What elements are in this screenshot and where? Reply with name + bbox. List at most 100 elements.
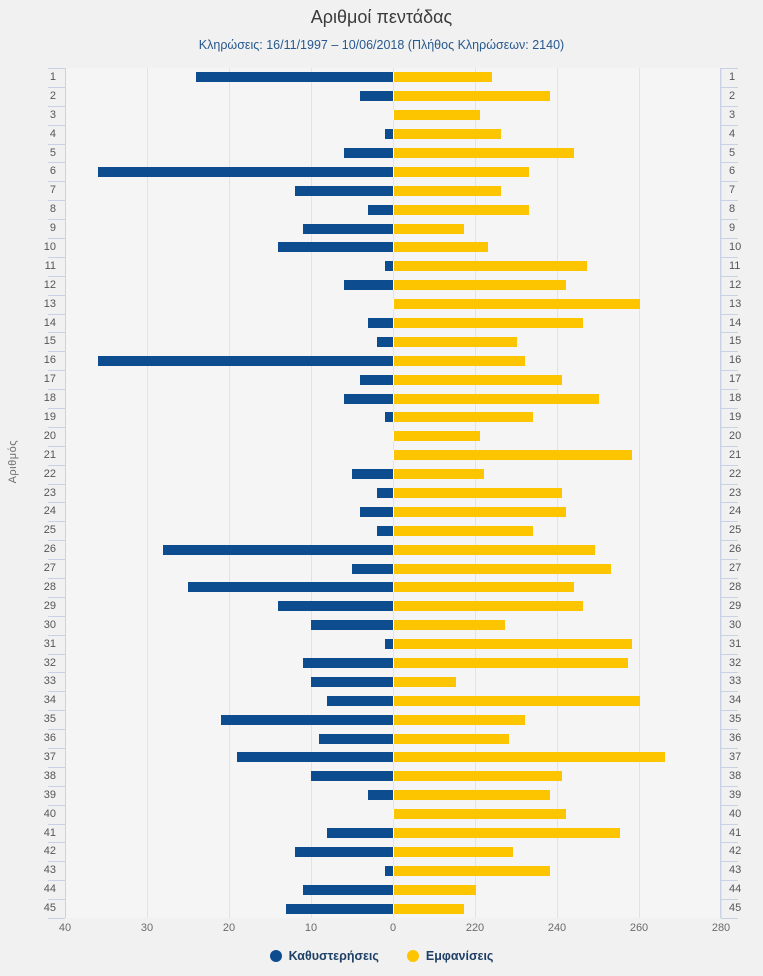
appearance-bar-3[interactable] (393, 110, 481, 120)
delay-bar-32[interactable] (302, 658, 393, 668)
delay-bar-28[interactable] (188, 582, 393, 592)
appearance-bar-10[interactable] (393, 242, 489, 252)
appearance-bar-21[interactable] (393, 450, 632, 460)
appearance-bar-44[interactable] (393, 885, 476, 895)
axis-line (65, 68, 66, 918)
delay-bar-36[interactable] (319, 734, 393, 744)
x-tick-label-0: 0 (389, 922, 397, 934)
delay-bar-23[interactable] (376, 488, 393, 498)
appearance-bar-26[interactable] (393, 545, 595, 555)
appearance-bar-1[interactable] (393, 72, 493, 82)
appearance-bar-38[interactable] (393, 771, 563, 781)
appearance-bar-7[interactable] (393, 186, 501, 196)
appearance-bar-41[interactable] (393, 828, 620, 838)
appearance-bar-9[interactable] (393, 224, 464, 234)
delay-bar-16[interactable] (97, 356, 393, 366)
delay-bar-25[interactable] (376, 526, 393, 536)
delay-bar-19[interactable] (384, 412, 393, 422)
delay-bar-4[interactable] (384, 129, 393, 139)
appearance-bar-5[interactable] (393, 148, 575, 158)
delay-bar-29[interactable] (278, 601, 393, 611)
appearance-bar-27[interactable] (393, 564, 612, 574)
delay-bar-11[interactable] (384, 261, 393, 271)
delay-bar-45[interactable] (286, 904, 393, 914)
appearance-bar-32[interactable] (393, 658, 628, 668)
delay-bar-14[interactable] (368, 318, 393, 328)
appearance-bar-24[interactable] (393, 507, 567, 517)
appearance-bar-25[interactable] (393, 526, 534, 536)
appearance-bar-35[interactable] (393, 715, 526, 725)
appearance-bar-22[interactable] (393, 469, 485, 479)
delay-bar-18[interactable] (343, 394, 393, 404)
delay-bar-26[interactable] (163, 545, 393, 555)
appearance-bar-45[interactable] (393, 904, 464, 914)
appearance-bar-36[interactable] (393, 734, 509, 744)
delay-bar-9[interactable] (302, 224, 393, 234)
delay-bar-43[interactable] (384, 866, 393, 876)
delay-bar-24[interactable] (360, 507, 393, 517)
appearance-bar-40[interactable] (393, 809, 567, 819)
delay-bar-2[interactable] (360, 91, 393, 101)
left-axis-tick (48, 87, 65, 88)
appearance-bar-17[interactable] (393, 375, 563, 385)
legend-item-delays[interactable]: Καθυστερήσεις (269, 949, 379, 963)
delay-bar-1[interactable] (196, 72, 393, 82)
category-label-right-30: 30 (729, 619, 742, 631)
delay-bar-42[interactable] (294, 847, 393, 857)
delay-bar-41[interactable] (327, 828, 393, 838)
appearance-bar-20[interactable] (393, 431, 481, 441)
delay-bar-31[interactable] (384, 639, 393, 649)
delay-bar-39[interactable] (368, 790, 393, 800)
appearance-bar-6[interactable] (393, 167, 530, 177)
left-axis-tick (48, 332, 65, 333)
appearance-bar-37[interactable] (393, 752, 665, 762)
gridline (311, 68, 312, 918)
legend-item-appearances[interactable]: Εμφανίσεις (406, 949, 493, 963)
appearance-bar-2[interactable] (393, 91, 550, 101)
appearance-bar-13[interactable] (393, 299, 640, 309)
appearance-bar-15[interactable] (393, 337, 517, 347)
left-axis-tick (48, 540, 65, 541)
delay-bar-22[interactable] (352, 469, 393, 479)
appearance-bar-19[interactable] (393, 412, 534, 422)
left-axis-tick (48, 559, 65, 560)
delay-bar-17[interactable] (360, 375, 393, 385)
appearance-bar-4[interactable] (393, 129, 501, 139)
appearance-bar-16[interactable] (393, 356, 526, 366)
delay-bar-34[interactable] (327, 696, 393, 706)
delay-bar-33[interactable] (311, 677, 393, 687)
delay-bar-30[interactable] (311, 620, 393, 630)
delay-bar-37[interactable] (237, 752, 393, 762)
appearance-bar-34[interactable] (393, 696, 640, 706)
appearance-bar-12[interactable] (393, 280, 567, 290)
appearance-bar-39[interactable] (393, 790, 550, 800)
appearance-bar-14[interactable] (393, 318, 583, 328)
delay-bar-35[interactable] (220, 715, 393, 725)
left-axis-tick (48, 597, 65, 598)
appearance-bar-42[interactable] (393, 847, 513, 857)
delay-bar-15[interactable] (376, 337, 393, 347)
appearance-bar-23[interactable] (393, 488, 563, 498)
appearance-bar-28[interactable] (393, 582, 575, 592)
appearance-bar-11[interactable] (393, 261, 587, 271)
delay-bar-10[interactable] (278, 242, 393, 252)
right-axis-tick (721, 144, 738, 145)
appearance-bar-8[interactable] (393, 205, 530, 215)
delay-bar-5[interactable] (343, 148, 393, 158)
delay-bar-38[interactable] (311, 771, 393, 781)
delay-bar-27[interactable] (352, 564, 393, 574)
appearance-bar-18[interactable] (393, 394, 599, 404)
appearance-bar-31[interactable] (393, 639, 632, 649)
left-axis-tick (48, 446, 65, 447)
delay-bar-6[interactable] (97, 167, 393, 177)
appearance-bar-33[interactable] (393, 677, 456, 687)
appearance-bar-30[interactable] (393, 620, 505, 630)
delay-bar-8[interactable] (368, 205, 393, 215)
delay-bar-7[interactable] (294, 186, 393, 196)
delay-bar-12[interactable] (343, 280, 393, 290)
category-label-left-35: 35 (43, 713, 56, 725)
right-axis-tick (721, 710, 738, 711)
appearance-bar-43[interactable] (393, 866, 550, 876)
delay-bar-44[interactable] (302, 885, 393, 895)
appearance-bar-29[interactable] (393, 601, 583, 611)
